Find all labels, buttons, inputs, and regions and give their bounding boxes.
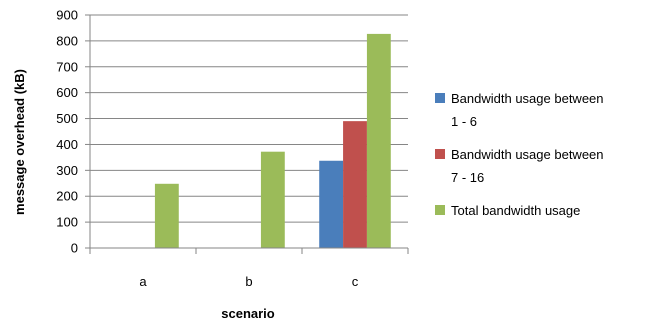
y-tick-label: 300: [56, 163, 78, 178]
legend-swatch: [435, 205, 445, 215]
y-tick-label: 100: [56, 215, 78, 230]
y-tick-label: 700: [56, 59, 78, 74]
y-tick-label: 200: [56, 189, 78, 204]
bar: [343, 121, 367, 248]
x-axis-title: scenario: [221, 306, 275, 321]
legend-label: Total bandwidth usage: [451, 203, 580, 218]
bar: [260, 151, 285, 248]
y-tick-label: 500: [56, 111, 78, 126]
x-tick-label: c: [352, 274, 359, 289]
legend-label: Bandwidth usage between 1 - 6: [451, 91, 604, 129]
x-tick-label: b: [245, 274, 252, 289]
bar: [366, 33, 391, 248]
y-tick-label: 0: [71, 241, 78, 256]
bar: [154, 183, 179, 248]
y-axis-title: message overhead (kB): [12, 69, 27, 215]
y-tick-labels: 0 100 200 300 400 500 600 700 800 900: [56, 8, 78, 256]
bar: [319, 160, 344, 248]
y-tick-label: 600: [56, 85, 78, 100]
x-tick-labels: a b c: [139, 274, 358, 289]
y-tick-label: 900: [56, 8, 78, 23]
legend-swatch: [435, 93, 445, 103]
legend-label: Bandwidth usage between 7 - 16: [451, 147, 604, 185]
x-tick-label: a: [139, 274, 147, 289]
y-tick-label: 400: [56, 137, 78, 152]
y-tick-label: 800: [56, 33, 78, 48]
legend: Bandwidth usage between 1 - 6 Bandwidth us…: [435, 91, 604, 218]
gridlines: [90, 14, 408, 223]
legend-swatch: [435, 149, 445, 159]
axes: [85, 14, 409, 254]
bars: [154, 33, 391, 248]
